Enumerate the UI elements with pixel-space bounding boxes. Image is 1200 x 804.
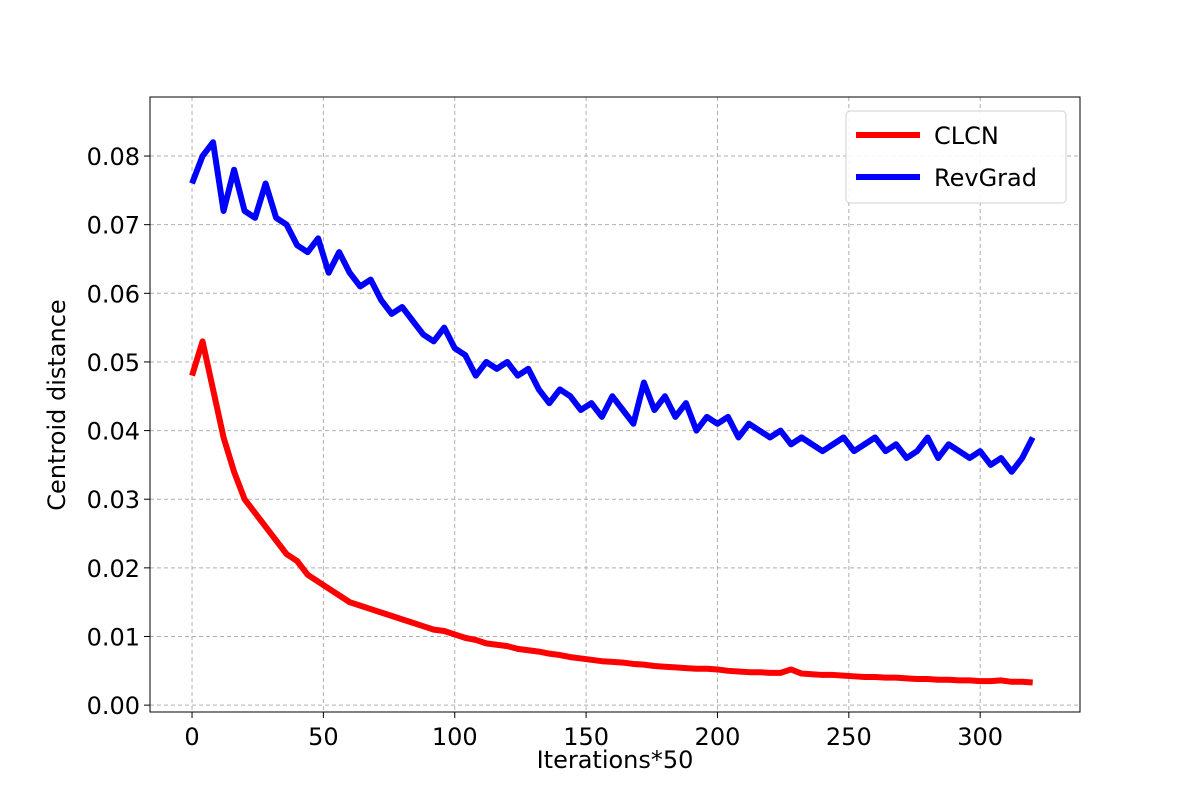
y-tick-label: 0.00 <box>87 692 140 720</box>
y-tick-label: 0.08 <box>87 143 140 171</box>
y-tick-label: 0.01 <box>87 623 140 651</box>
y-axis-label: Centroid distance <box>43 299 71 510</box>
legend-label: RevGrad <box>934 164 1037 192</box>
legend-label: CLCN <box>934 122 999 150</box>
x-tick-label: 200 <box>695 723 741 751</box>
y-tick-label: 0.06 <box>87 280 140 308</box>
x-tick-label: 300 <box>957 723 1003 751</box>
data-line <box>189 338 1033 686</box>
x-tick-label: 100 <box>432 723 478 751</box>
y-tick-label: 0.04 <box>87 418 140 446</box>
y-tick-label: 0.07 <box>87 212 140 240</box>
x-tick-label: 50 <box>308 723 339 751</box>
x-tick-label: 0 <box>184 723 199 751</box>
y-tick-label: 0.02 <box>87 555 140 583</box>
x-tick-label: 150 <box>563 723 609 751</box>
plot-frame <box>149 96 1081 713</box>
data-line <box>189 139 1036 475</box>
y-tick-label: 0.03 <box>87 486 140 514</box>
x-axis-label: Iterations*50 <box>537 746 694 774</box>
x-tick-label: 250 <box>826 723 872 751</box>
y-tick-label: 0.05 <box>87 349 140 377</box>
